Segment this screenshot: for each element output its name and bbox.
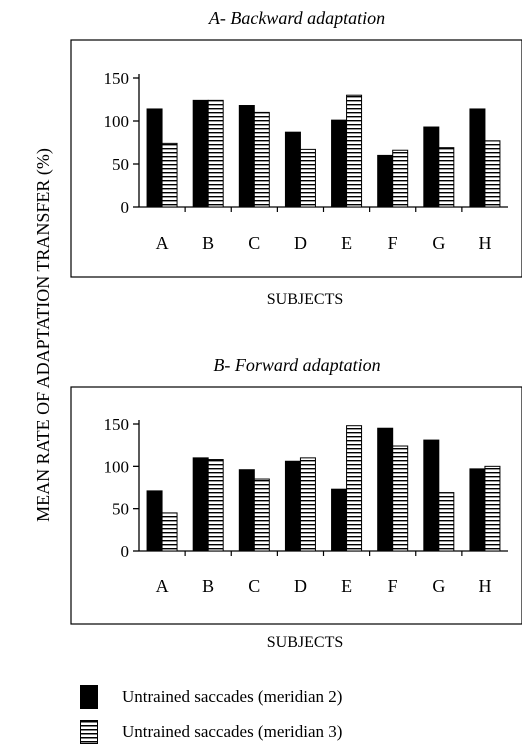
bar-meridian-2 <box>469 468 486 552</box>
chart-title-forward: B- Forward adaptation <box>213 355 380 375</box>
y-tick-label: 50 <box>112 155 129 174</box>
bar-meridian-3 <box>484 465 501 552</box>
y-tick-label: 0 <box>121 198 130 217</box>
panel-backward: A- Backward adaptation 0 50 100 150 A B C D E F G H… <box>70 8 522 308</box>
bar-meridian-2 <box>377 154 394 208</box>
bar-meridian-3 <box>299 148 316 208</box>
y-tick-label: 50 <box>112 500 129 519</box>
plot-forward: 0 50 100 150 A B C D E F G H <box>104 415 508 596</box>
y-tick-label: 150 <box>104 415 130 434</box>
bar-meridian-2 <box>192 457 209 552</box>
y-axis-label: MEAN RATE OF ADAPTATION TRANSFER (%) <box>33 148 54 522</box>
panel-frame-forward <box>70 386 522 625</box>
legend-item-meridian-3: Untrained saccades (meridian 3) <box>80 720 342 744</box>
bar-meridian-3 <box>207 459 224 552</box>
legend-swatch-solid <box>80 685 98 709</box>
bar-meridian-3 <box>346 425 363 552</box>
x-axis-label-forward: SUBJECTS <box>267 634 343 651</box>
x-tick-label: A <box>156 576 169 596</box>
x-axis-label-backward: SUBJECTS <box>267 291 343 308</box>
bar-meridian-3 <box>299 457 316 552</box>
x-tick-label: B <box>202 233 214 253</box>
x-tick-label: F <box>388 233 398 253</box>
bar-meridian-3 <box>253 111 270 208</box>
x-tick-label: C <box>248 576 260 596</box>
bar-meridian-2 <box>469 108 486 208</box>
x-tick-label: C <box>248 233 260 253</box>
plot-backward: 0 50 100 150 A B C D E F G H <box>104 69 508 253</box>
bar-meridian-2 <box>284 460 301 552</box>
bar-meridian-3 <box>438 492 455 552</box>
bar-meridian-3 <box>392 445 409 552</box>
legend-item-meridian-2: Untrained saccades (meridian 2) <box>80 685 342 709</box>
x-tick-label: D <box>294 576 307 596</box>
x-tick-label: D <box>294 233 307 253</box>
y-tick-label: 100 <box>104 457 130 476</box>
bar-meridian-3 <box>392 149 409 208</box>
bar-meridian-3 <box>484 140 501 208</box>
x-tick-label: H <box>478 576 491 596</box>
x-tick-label: B <box>202 576 214 596</box>
chart-title-backward: A- Backward adaptation <box>208 8 385 28</box>
x-tick-label: G <box>432 233 445 253</box>
legend-swatch-striped <box>80 720 98 744</box>
bar-meridian-2 <box>331 119 348 208</box>
bar-meridian-2 <box>284 131 301 208</box>
bar-meridian-3 <box>207 99 224 208</box>
legend-label: Untrained saccades (meridian 2) <box>122 687 343 706</box>
bar-meridian-2 <box>146 490 163 552</box>
y-tick-label: 100 <box>104 112 130 131</box>
bar-meridian-2 <box>238 469 255 552</box>
y-tick-label: 150 <box>104 69 130 88</box>
bar-meridian-2 <box>192 99 209 208</box>
bar-meridian-3 <box>161 142 178 208</box>
bar-meridian-3 <box>161 512 178 552</box>
bar-meridian-2 <box>238 105 255 208</box>
x-tick-label: G <box>432 576 445 596</box>
x-tick-label: F <box>388 576 398 596</box>
x-tick-label: E <box>341 576 352 596</box>
bar-meridian-2 <box>377 427 394 552</box>
bar-meridian-2 <box>423 439 440 552</box>
bar-meridian-3 <box>346 94 363 208</box>
x-tick-label: A <box>156 233 169 253</box>
bar-meridian-3 <box>253 478 270 552</box>
bar-meridian-2 <box>146 108 163 208</box>
y-tick-label: 0 <box>121 542 130 561</box>
bar-meridian-2 <box>423 126 440 208</box>
x-tick-label: H <box>478 233 491 253</box>
bar-meridian-2 <box>331 488 348 552</box>
bar-meridian-3 <box>438 147 455 208</box>
panel-frame-backward <box>70 39 522 278</box>
x-tick-label: E <box>341 233 352 253</box>
legend-label: Untrained saccades (meridian 3) <box>122 722 343 741</box>
